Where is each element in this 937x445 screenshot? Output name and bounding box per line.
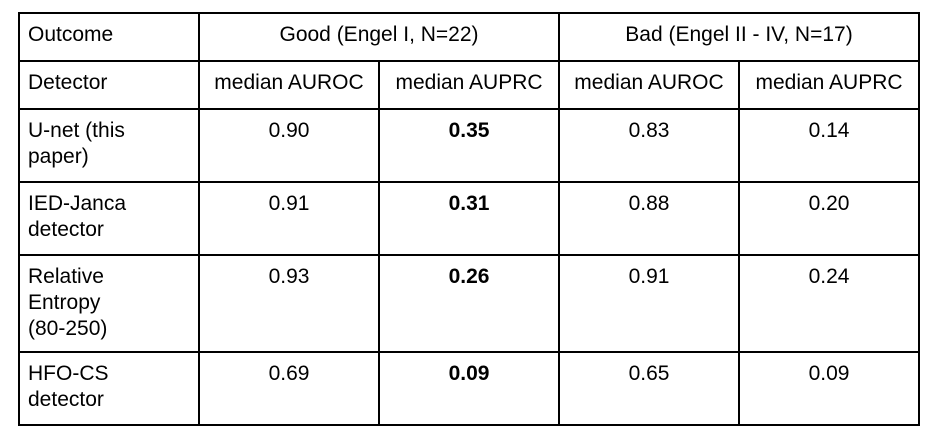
table-row-relative-entropy: Relative Entropy (80-250) 0.93 0.26 0.91… xyxy=(18,254,920,353)
good-auroc-cell: 0.93 xyxy=(198,254,380,353)
table-row-ied-janca: IED-Janca detector 0.91 0.31 0.88 0.20 xyxy=(18,181,920,256)
good-auprc-cell: 0.35 xyxy=(378,108,560,183)
detector-name-cell: Relative Entropy (80-250) xyxy=(18,254,200,353)
bad-auprc-cell: 0.14 xyxy=(738,108,920,183)
detector-name-cell: U-net (this paper) xyxy=(18,108,200,183)
bad-group-header-cell: Bad (Engel II - IV, N=17) xyxy=(558,12,920,62)
bad-auroc-cell: 0.88 xyxy=(558,181,740,256)
good-auroc-cell: 0.69 xyxy=(198,351,380,426)
outcome-header-cell: Outcome xyxy=(18,12,200,62)
bad-auprc-header-cell: median AUPRC xyxy=(738,60,920,110)
good-auroc-cell: 0.90 xyxy=(198,108,380,183)
good-auprc-cell: 0.26 xyxy=(378,254,560,353)
bad-auroc-header-cell: median AUROC xyxy=(558,60,740,110)
bad-auprc-cell: 0.09 xyxy=(738,351,920,426)
bad-auroc-cell: 0.91 xyxy=(558,254,740,353)
good-auprc-cell: 0.09 xyxy=(378,351,560,426)
detector-header-cell: Detector xyxy=(18,60,200,110)
bad-auroc-cell: 0.83 xyxy=(558,108,740,183)
table-row-unet: U-net (this paper) 0.90 0.35 0.83 0.14 xyxy=(18,108,920,183)
good-auroc-cell: 0.91 xyxy=(198,181,380,256)
results-table: Outcome Good (Engel I, N=22) Bad (Engel … xyxy=(18,12,920,426)
table-row-hfo-cs: HFO-CS detector 0.69 0.09 0.65 0.09 xyxy=(18,351,920,426)
bad-auprc-cell: 0.24 xyxy=(738,254,920,353)
bad-auprc-cell: 0.20 xyxy=(738,181,920,256)
metric-header-row: Detector median AUROC median AUPRC media… xyxy=(18,60,920,110)
good-auroc-header-cell: median AUROC xyxy=(198,60,380,110)
good-group-header-cell: Good (Engel I, N=22) xyxy=(198,12,560,62)
good-auprc-header-cell: median AUPRC xyxy=(378,60,560,110)
outcome-header-row: Outcome Good (Engel I, N=22) Bad (Engel … xyxy=(18,12,920,62)
good-auprc-cell: 0.31 xyxy=(378,181,560,256)
detector-name-cell: IED-Janca detector xyxy=(18,181,200,256)
bad-auroc-cell: 0.65 xyxy=(558,351,740,426)
detector-name-cell: HFO-CS detector xyxy=(18,351,200,426)
